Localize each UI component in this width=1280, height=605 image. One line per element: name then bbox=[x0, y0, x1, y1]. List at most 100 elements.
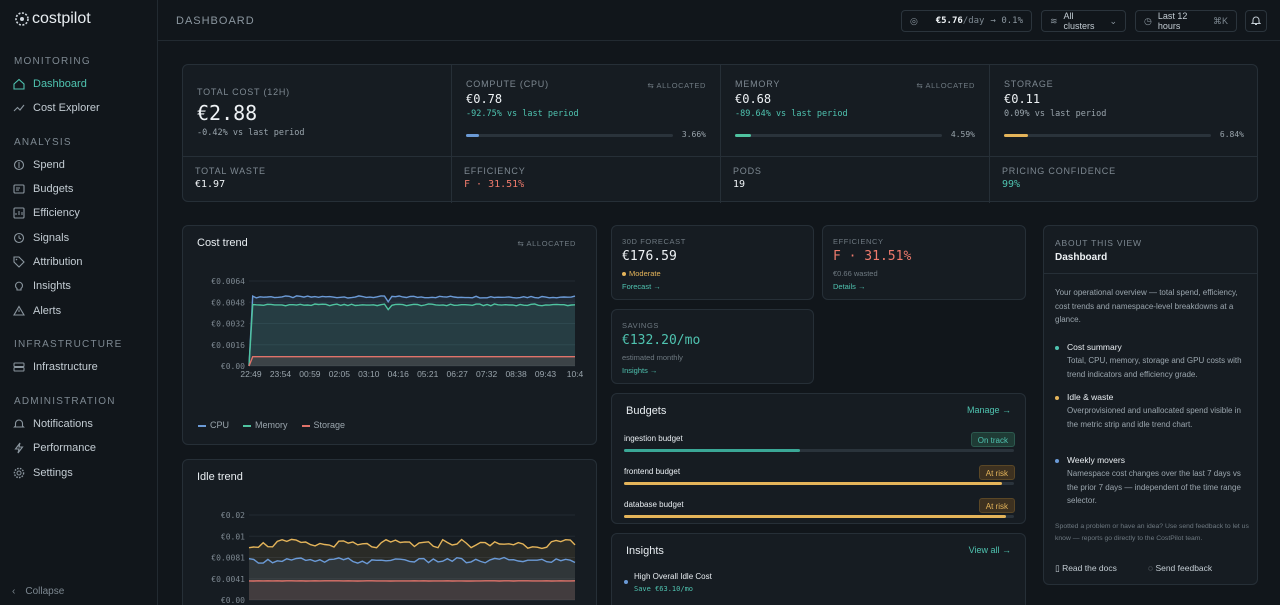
savings-insights-link[interactable]: Insights → bbox=[622, 366, 658, 375]
budget-row[interactable]: ingestion budget On track bbox=[612, 432, 1027, 462]
sidebar-item-signals[interactable]: Signals bbox=[8, 227, 150, 249]
budget-row[interactable]: frontend budget At risk bbox=[612, 465, 1027, 495]
about-intro: Your operational overview — total spend,… bbox=[1055, 288, 1238, 324]
book-icon: ▯ bbox=[1055, 563, 1060, 573]
forecast-link[interactable]: Forecast → bbox=[622, 282, 661, 291]
about-point-text: Total, CPU, memory, storage and GPU cost… bbox=[1067, 356, 1242, 379]
insight-item[interactable]: High Overall Idle Cost Save €63.10/mo bbox=[624, 572, 712, 593]
budget-row[interactable]: database budget At risk bbox=[612, 498, 1027, 528]
idle-trend-title: Idle trend bbox=[197, 471, 243, 483]
series-line-1[interactable] bbox=[248, 556, 576, 565]
sidebar-item-label: Performance bbox=[33, 442, 96, 454]
sidebar-item-notifications[interactable]: Notifications bbox=[8, 413, 150, 435]
sidebar-item-infrastructure[interactable]: Infrastructure bbox=[8, 356, 150, 378]
idle-trend-chart[interactable]: €0.02 €0.01 €0.0081 €0.0041 €0.00 bbox=[183, 500, 598, 605]
series-line-cpu[interactable] bbox=[248, 294, 576, 367]
send-feedback-link[interactable]: ◌ Send feedback bbox=[1148, 563, 1213, 573]
insights-title: Insights bbox=[626, 545, 664, 557]
storage-share-bar bbox=[1004, 134, 1211, 137]
efficiency-card[interactable]: EFFICIENCY F · 31.51% €0.66 wasted Detai… bbox=[822, 225, 1026, 300]
total-cost-change: -0.42% vs last period bbox=[197, 128, 305, 138]
about-label: ABOUT THIS VIEW bbox=[1055, 238, 1142, 248]
collapse-button[interactable]: ‹ Collapse bbox=[12, 586, 64, 597]
cluster-value: All clusters bbox=[1063, 11, 1095, 31]
cost-trend-title: Cost trend bbox=[197, 237, 248, 249]
savings-card[interactable]: SAVINGS €132.20/mo estimated monthly Ins… bbox=[611, 309, 814, 384]
sidebar-item-efficiency[interactable]: Efficiency bbox=[8, 202, 150, 224]
sidebar-item-alerts[interactable]: Alerts bbox=[8, 300, 150, 322]
time-range-select[interactable]: ◷ Last 12 hours ⌘K bbox=[1135, 10, 1237, 32]
budget-name: frontend budget bbox=[624, 467, 681, 476]
home-icon bbox=[13, 78, 25, 90]
sidebar-item-attribution[interactable]: Attribution bbox=[8, 251, 150, 273]
sidebar-item-cost-explorer[interactable]: Cost Explorer bbox=[8, 97, 150, 119]
rate-value: €5.76 bbox=[935, 16, 963, 26]
series-area-2 bbox=[249, 580, 575, 600]
about-point: Idle & waste Overprovisioned and unalloca… bbox=[1055, 392, 1251, 431]
notifications-button[interactable] bbox=[1245, 10, 1267, 32]
sidebar-item-settings[interactable]: Settings bbox=[8, 462, 150, 484]
feedback-icon: ◌ bbox=[1148, 563, 1154, 573]
x-tick-label: 03:10 bbox=[358, 369, 380, 379]
pods-metric[interactable]: PODS 19 bbox=[733, 166, 762, 190]
budgets-title: Budgets bbox=[626, 405, 667, 417]
efficiency-metric[interactable]: EFFICIENCY F · 31.51% bbox=[464, 166, 526, 190]
cpu-share-pct: 3.66% bbox=[681, 130, 706, 139]
series-line-storage[interactable] bbox=[248, 356, 575, 367]
sidebar-item-insights[interactable]: Insights bbox=[8, 275, 150, 297]
budget-progress-bar bbox=[624, 482, 1014, 485]
y-tick-label: €0.00 bbox=[221, 362, 245, 371]
manage-budgets-link[interactable]: Manage → bbox=[966, 405, 1011, 415]
sidebar-item-dashboard[interactable]: Dashboard bbox=[8, 73, 150, 95]
cpu-allocated-tag: ⇆ ALLOCATED bbox=[647, 81, 706, 90]
legend-item-cpu[interactable]: CPU bbox=[198, 420, 229, 430]
forecast-card[interactable]: 30D FORECAST €176.59 Moderate Forecast → bbox=[611, 225, 814, 300]
app-logo[interactable]: costpilot bbox=[14, 10, 91, 28]
cluster-select[interactable]: ≋ All clusters ⌄ bbox=[1041, 10, 1126, 32]
cost-trend-card: Cost trend ⇆ ALLOCATED €0.0064 €0.0048 €0.… bbox=[182, 225, 597, 445]
x-tick-label: 22:49 bbox=[240, 369, 262, 379]
sidebar-item-spend[interactable]: Spend bbox=[8, 154, 150, 176]
signal-icon bbox=[13, 232, 25, 244]
collapse-label: Collapse bbox=[25, 586, 65, 597]
sidebar-item-label: Budgets bbox=[33, 183, 74, 195]
cpu-share-bar bbox=[466, 134, 673, 137]
y-tick-label: €0.0041 bbox=[211, 575, 245, 584]
x-tick-label: 02:05 bbox=[329, 369, 351, 379]
savings-label: SAVINGS bbox=[622, 321, 659, 330]
series-line-0[interactable] bbox=[248, 538, 576, 550]
x-tick-label: 09:43 bbox=[535, 369, 557, 379]
cpu-metric[interactable]: COMPUTE (CPU) ⇆ ALLOCATED €0.78 -92.75% … bbox=[466, 79, 706, 139]
storage-share-pct: 6.84% bbox=[1219, 130, 1244, 139]
read-docs-link[interactable]: ▯ Read the docs bbox=[1055, 563, 1117, 573]
y-tick-label: €0.02 bbox=[221, 511, 245, 520]
legend-item-memory[interactable]: Memory bbox=[243, 420, 288, 430]
memory-value: €0.68 bbox=[735, 92, 772, 106]
memory-share-bar bbox=[735, 134, 942, 137]
storage-change: 0.09% vs last period bbox=[1004, 109, 1107, 119]
daily-rate-pill[interactable]: ◎ €5.76/day → 0.1% bbox=[901, 10, 1032, 32]
sidebar-section-monitoring: MONITORING bbox=[14, 56, 91, 67]
efficiency-icon bbox=[13, 207, 25, 219]
insight-save: Save €63.10/mo bbox=[634, 585, 694, 593]
total-cost-metric[interactable]: TOTAL COST (12H) €2.88 -0.42% vs last pe… bbox=[197, 87, 304, 138]
pricing-confidence-metric[interactable]: PRICING CONFIDENCE 99% bbox=[1002, 166, 1116, 190]
x-tick-label: 07:32 bbox=[476, 369, 498, 379]
pods-label: PODS bbox=[733, 166, 762, 176]
legend-item-storage[interactable]: Storage bbox=[301, 420, 345, 430]
efficiency-details-link[interactable]: Details → bbox=[833, 282, 866, 291]
view-all-insights-link[interactable]: View all → bbox=[968, 545, 1011, 555]
y-tick-label: €0.0016 bbox=[211, 341, 245, 350]
sidebar-item-label: Insights bbox=[33, 280, 71, 292]
waste-metric[interactable]: TOTAL WASTE €1.97 bbox=[195, 166, 266, 190]
sidebar-item-label: Infrastructure bbox=[33, 361, 98, 373]
storage-metric[interactable]: STORAGE €0.11 0.09% vs last period 6.84% bbox=[1004, 79, 1244, 139]
series-line-memory[interactable] bbox=[248, 303, 576, 367]
idle-trend-card: Idle trend €0.02 €0.01 €0.0081 €0.0041 €0.00 bbox=[182, 459, 597, 605]
sidebar-item-label: Dashboard bbox=[33, 78, 87, 90]
sidebar-item-budgets[interactable]: Budgets bbox=[8, 178, 150, 200]
alert-icon bbox=[13, 305, 25, 317]
sidebar-item-performance[interactable]: Performance bbox=[8, 437, 150, 459]
memory-metric[interactable]: MEMORY ⇆ ALLOCATED €0.68 -89.64% vs last… bbox=[735, 79, 975, 139]
